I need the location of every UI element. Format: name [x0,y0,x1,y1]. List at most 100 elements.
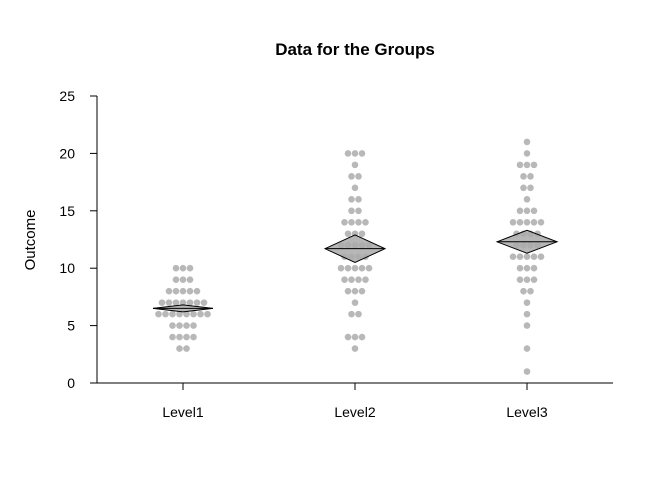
data-point [523,368,531,375]
data-point [355,218,362,226]
x-tick-label: Level1 [162,404,203,420]
data-point [355,310,362,318]
data-point [193,299,201,306]
data-point [365,264,373,272]
data-point [344,333,352,341]
data-point [348,218,355,226]
data-point [509,253,517,261]
data-point [537,253,545,261]
data-point [348,310,355,318]
data-point [358,230,366,238]
data-point [344,264,352,272]
data-point [358,287,366,295]
data-point [530,218,538,226]
data-point [351,299,359,306]
data-point [190,333,197,341]
data-point [362,276,369,283]
y-axis-label: Outcome [22,210,39,271]
y-tick-label: 20 [59,145,75,161]
y-tick-label: 0 [67,375,75,391]
data-point [155,310,162,318]
data-point [190,322,197,329]
data-point [509,218,517,226]
data-point [358,333,366,341]
data-point [186,299,194,306]
data-point [344,230,352,238]
data-point [179,287,187,295]
data-point [355,173,362,180]
data-point [176,322,183,329]
data-point [523,138,531,146]
data-point [527,184,534,192]
data-point [523,150,531,157]
data-point [348,173,355,180]
data-point [530,207,538,215]
data-point [179,276,187,283]
y-tick-label: 25 [59,88,75,104]
y-tick-label: 15 [59,203,75,219]
data-point [186,264,194,272]
data-point [179,264,187,272]
y-axis: 0 5 10 15 20 25 [59,88,98,391]
data-point [351,333,359,341]
data-point [530,253,538,261]
data-point [186,287,194,295]
data-point [351,287,359,295]
data-point [527,287,534,295]
data-point [341,218,348,226]
data-point [523,310,531,318]
data-point [169,322,176,329]
data-point [183,310,190,318]
data-point [200,299,208,306]
data-point [362,218,369,226]
x-axis: Level1 Level2 Level3 [97,382,613,420]
data-point [523,218,531,226]
data-point [523,264,531,272]
data-point [172,299,180,306]
data-point [337,264,345,272]
data-point [520,287,527,295]
data-point [516,276,524,283]
data-point [169,310,176,318]
data-point [351,264,359,272]
data-point [190,310,197,318]
data-point [355,207,362,215]
data-point [530,264,538,272]
data-point [344,150,352,157]
data-point [516,218,524,226]
chart-title: Data for the Groups [275,40,435,59]
data-point [516,207,524,215]
data-point [169,333,176,341]
data-point [351,184,359,192]
x-tick-label: Level3 [506,404,547,420]
data-point [158,299,166,306]
data-point [355,196,362,203]
data-point [348,276,355,283]
data-point [516,161,524,169]
data-point [165,287,173,295]
x-tick-label: Level2 [334,404,375,420]
data-point [358,264,366,272]
data-point [183,345,190,352]
data-point [351,161,359,169]
data-point [527,173,534,180]
data-point [520,184,527,192]
data-point [172,287,180,295]
data-point [172,264,180,272]
data-point [523,345,531,352]
data-point [193,287,201,295]
data-point [348,207,355,215]
data-point [355,276,362,283]
data-point [348,196,355,203]
data-point [523,299,531,306]
data-point [176,333,183,341]
data-point [186,276,194,283]
data-point [179,299,187,306]
data-point [516,264,524,272]
data-point [530,161,538,169]
data-point [162,310,169,318]
data-point [176,310,183,318]
mean-diamonds [152,229,559,313]
data-point [523,207,531,215]
